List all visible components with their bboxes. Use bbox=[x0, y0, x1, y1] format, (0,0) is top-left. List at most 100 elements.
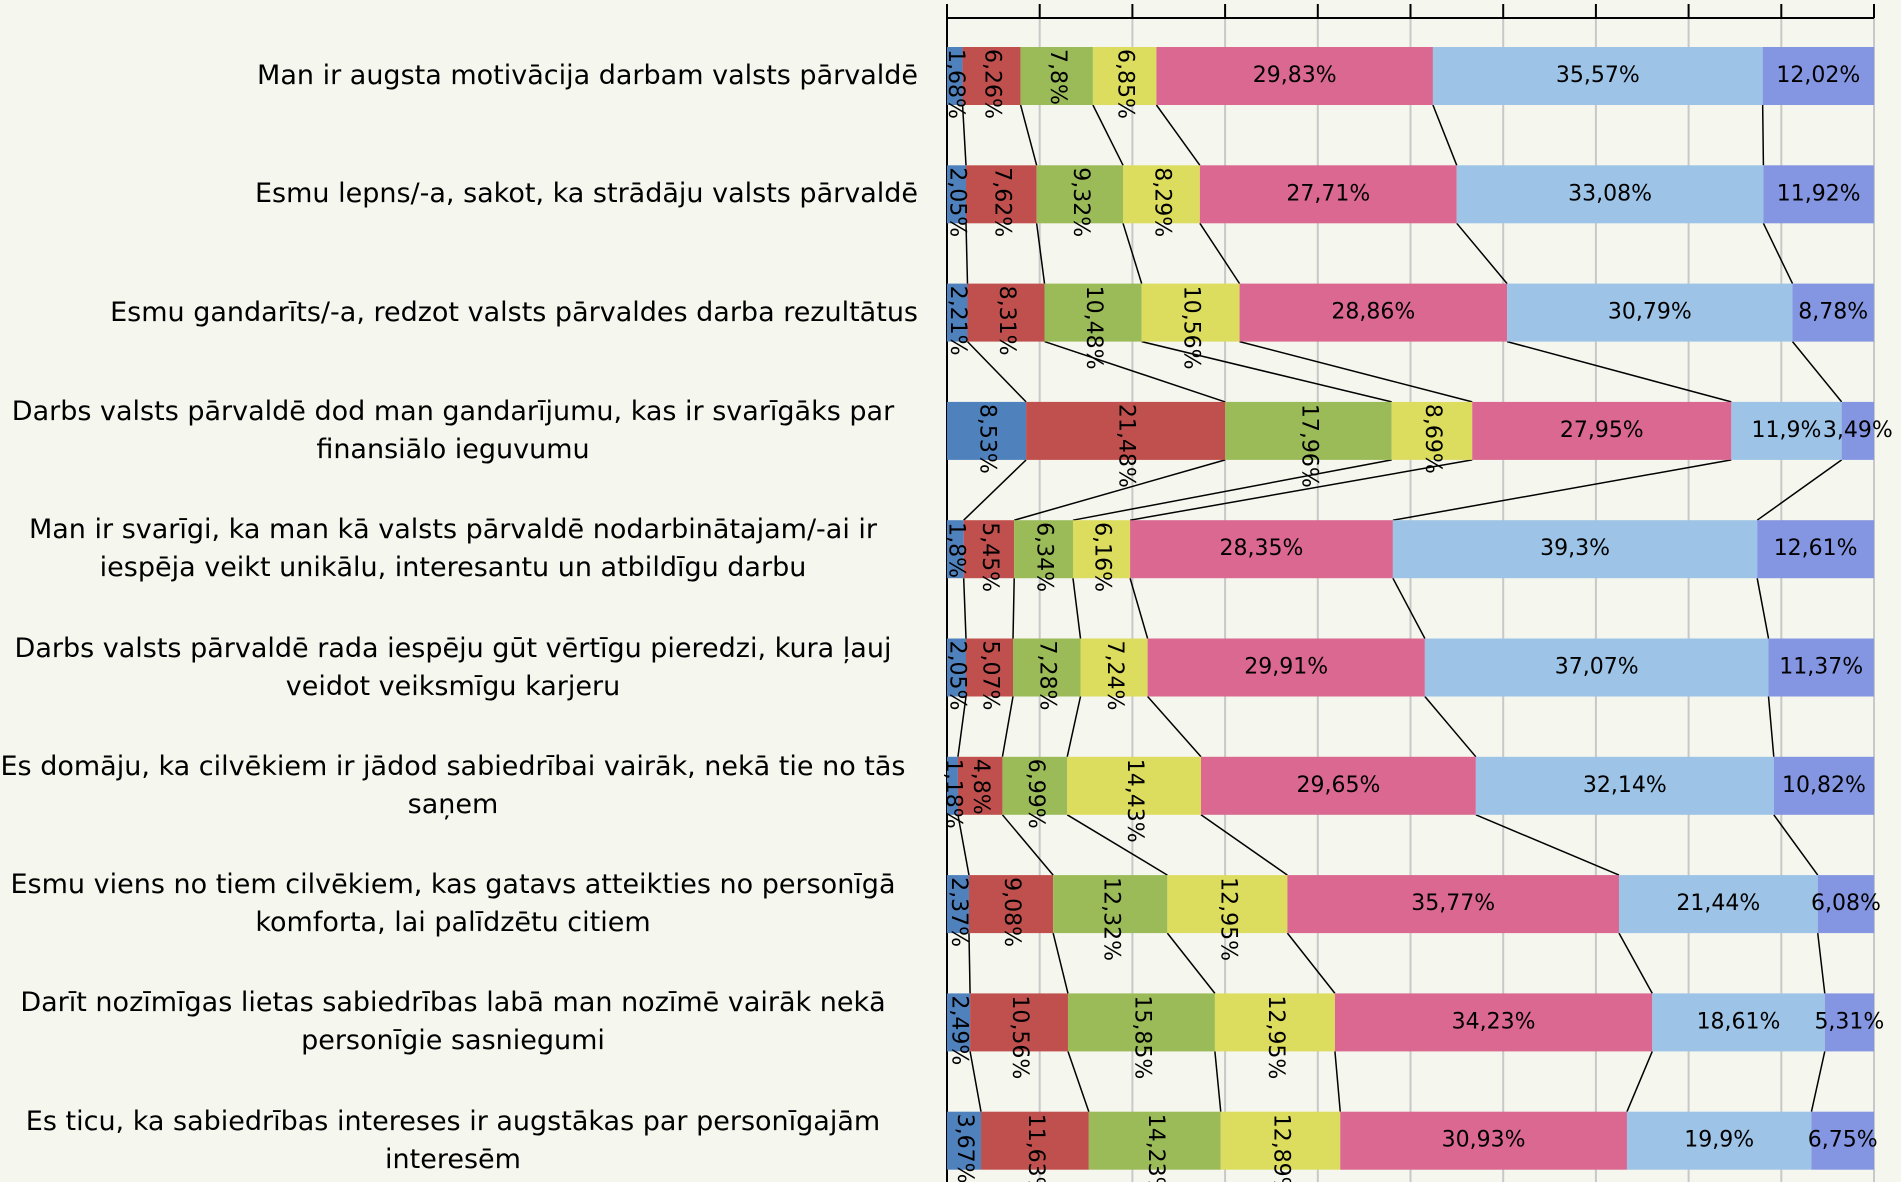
series-line bbox=[1392, 577, 1426, 639]
value-label: 21,48% bbox=[1114, 404, 1139, 488]
series-line bbox=[962, 578, 967, 639]
series-line bbox=[1810, 1051, 1826, 1112]
bar-segment bbox=[1811, 1111, 1874, 1170]
value-label: 12,95% bbox=[1263, 995, 1288, 1079]
value-label: 6,99% bbox=[1023, 759, 1048, 829]
category-label: Man ir augsta motivācija darbam valsts p… bbox=[257, 60, 918, 91]
value-label: 14,43% bbox=[1122, 759, 1147, 843]
value-label: 2,05% bbox=[945, 167, 970, 237]
bar-segment bbox=[947, 165, 967, 224]
bar-segment bbox=[1156, 47, 1433, 105]
bar-segment bbox=[1067, 993, 1215, 1052]
value-label: 6,16% bbox=[1090, 522, 1115, 592]
value-label: 10,56% bbox=[1179, 286, 1204, 370]
bar-segment bbox=[1824, 993, 1874, 1052]
category-label: Esmu gandarīts/-a, redzot valsts pārvald… bbox=[110, 296, 918, 328]
value-label: 6,85% bbox=[1113, 49, 1138, 119]
value-label: 3,67% bbox=[952, 1114, 977, 1182]
value-label: 19,9% bbox=[1684, 1128, 1754, 1153]
value-label: 6,75% bbox=[1808, 1128, 1878, 1153]
bar-segment bbox=[1792, 283, 1874, 342]
series-line bbox=[1475, 814, 1620, 876]
series-line bbox=[1141, 340, 1392, 403]
series-line bbox=[1001, 696, 1014, 757]
series-line bbox=[1129, 577, 1149, 639]
bar-segment bbox=[1123, 165, 1200, 224]
series-line bbox=[1762, 222, 1794, 284]
bar-segment bbox=[1731, 401, 1842, 460]
bar-segment bbox=[1199, 165, 1457, 224]
bar-segment bbox=[957, 756, 1003, 815]
bar-segment bbox=[1092, 47, 1157, 105]
value-label: 7,28% bbox=[1035, 641, 1060, 711]
bar-segment bbox=[962, 47, 1021, 105]
series-line bbox=[1147, 696, 1202, 758]
bar-segment bbox=[967, 283, 1045, 342]
value-label: 17,96% bbox=[1296, 404, 1321, 488]
bar-segment bbox=[966, 638, 1014, 697]
bar-segment bbox=[1652, 993, 1825, 1052]
category-label: Man ir svarīgi, ka man kā valsts pārvald… bbox=[28, 514, 878, 584]
series-line bbox=[1066, 814, 1168, 876]
value-label: 21,44% bbox=[1676, 891, 1760, 916]
bar-segment bbox=[1334, 993, 1653, 1052]
bar-segment bbox=[1088, 1111, 1221, 1170]
value-label: 12,02% bbox=[1776, 63, 1860, 88]
series-line bbox=[1014, 459, 1226, 521]
series-line bbox=[968, 933, 971, 994]
value-label: 11,92% bbox=[1777, 181, 1861, 206]
series-line bbox=[1506, 340, 1732, 403]
bar-segment bbox=[1067, 756, 1201, 815]
value-label: 12,95% bbox=[1215, 877, 1240, 961]
bar-segment bbox=[981, 1111, 1089, 1170]
bar-segment bbox=[947, 520, 964, 579]
value-label: 8,78% bbox=[1798, 300, 1868, 325]
value-label: 7,24% bbox=[1102, 641, 1127, 711]
value-label: 8,29% bbox=[1149, 167, 1174, 237]
series-line bbox=[1791, 341, 1843, 403]
bar-segment bbox=[1036, 165, 1124, 224]
series-line bbox=[957, 696, 967, 757]
bar-segment bbox=[1757, 520, 1875, 579]
bar-segment bbox=[1841, 401, 1874, 460]
value-label: 28,35% bbox=[1220, 536, 1304, 561]
bar-segment bbox=[1044, 283, 1142, 342]
value-label: 8,53% bbox=[975, 404, 1000, 474]
series-line bbox=[963, 459, 1027, 521]
value-label: 7,8% bbox=[1045, 49, 1070, 105]
value-label: 1,8% bbox=[943, 522, 968, 578]
bar-segment bbox=[1626, 1111, 1812, 1170]
series-line bbox=[1155, 104, 1201, 166]
value-label: 1,68% bbox=[943, 49, 968, 119]
series-line bbox=[957, 814, 970, 876]
category-label: Es ticu, ka sabiedrības intereses ir aug… bbox=[25, 1105, 881, 1175]
series-line bbox=[1067, 1051, 1090, 1112]
series-line bbox=[1767, 696, 1775, 757]
value-label: 27,71% bbox=[1286, 181, 1370, 206]
series-line bbox=[1166, 932, 1216, 994]
series-line bbox=[1122, 223, 1143, 284]
value-label: 4,8% bbox=[968, 759, 993, 815]
value-label: 5,45% bbox=[977, 522, 1002, 592]
bar-segment bbox=[1762, 47, 1875, 105]
bar-segment bbox=[1472, 401, 1732, 460]
series-line bbox=[1129, 459, 1473, 521]
bar-segment bbox=[1167, 875, 1288, 934]
bar-segment bbox=[1618, 875, 1818, 934]
bar-segment bbox=[947, 47, 963, 105]
value-label: 2,21% bbox=[945, 286, 970, 356]
bar-segment bbox=[1424, 638, 1769, 697]
bar-segment bbox=[1053, 875, 1168, 934]
series-line bbox=[1286, 932, 1336, 994]
series-line bbox=[1334, 1051, 1341, 1112]
value-label: 6,26% bbox=[980, 49, 1005, 119]
bar-segment bbox=[1432, 47, 1763, 105]
series-line bbox=[1756, 459, 1843, 521]
bar-segment bbox=[1392, 520, 1758, 579]
bar-segment bbox=[947, 756, 958, 815]
series-line bbox=[1239, 340, 1473, 403]
bar-segment bbox=[1763, 165, 1874, 224]
value-label: 32,14% bbox=[1583, 773, 1667, 798]
bar-segment bbox=[1020, 47, 1093, 105]
